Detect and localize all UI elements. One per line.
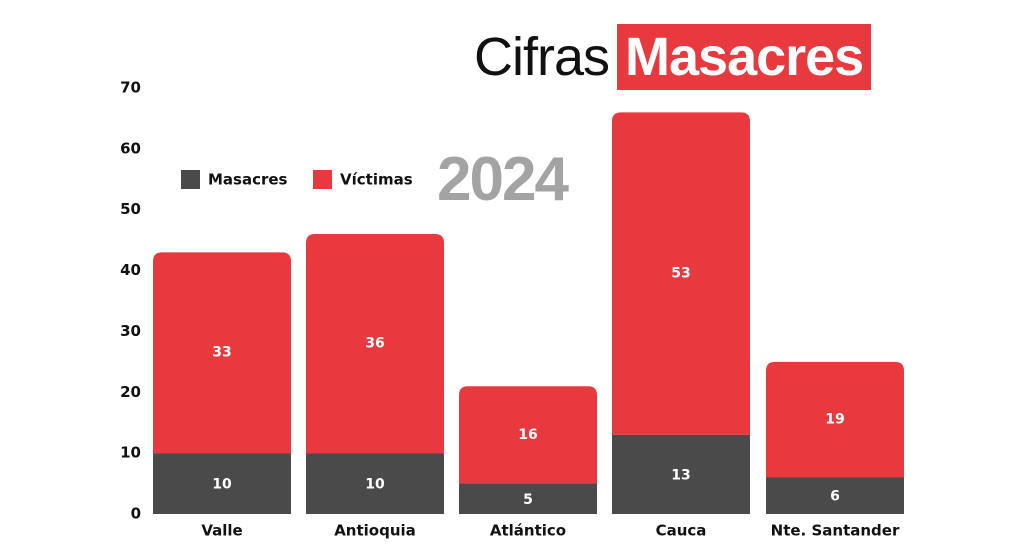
bar-masacres — [306, 453, 444, 514]
data-label-masacres: 10 — [212, 477, 232, 493]
bar-victimas — [612, 112, 750, 435]
chart-subtitle-year: 2024 — [437, 145, 569, 214]
bar-masacres — [612, 434, 750, 514]
x-category-label: Valle — [201, 522, 242, 540]
x-category-label: Cauca — [656, 522, 707, 540]
y-tick-label: 60 — [120, 139, 141, 157]
bar-masacres — [459, 483, 597, 514]
title-highlight-text: Masacres — [625, 27, 864, 87]
title-highlight-box: Masacres — [617, 24, 872, 90]
y-tick-label: 10 — [120, 444, 141, 462]
data-label-masacres: 13 — [671, 467, 690, 483]
chart-title: Cifras Masacres — [474, 24, 872, 90]
y-tick-label: 70 — [120, 79, 141, 97]
legend-label-victimas: Víctimas — [340, 171, 413, 189]
y-tick-label: 50 — [120, 200, 141, 218]
y-tick-label: 30 — [120, 322, 141, 340]
data-label-masacres: 6 — [830, 489, 840, 505]
data-label-victimas: 19 — [825, 412, 844, 428]
y-tick-label: 20 — [120, 383, 141, 401]
data-label-victimas: 33 — [212, 345, 231, 361]
bar-masacres — [153, 453, 291, 514]
y-tick-label: 0 — [131, 505, 141, 523]
legend-swatch-victimas — [313, 170, 332, 189]
x-category-label: Atlántico — [490, 522, 566, 540]
bar-victimas — [766, 361, 904, 478]
title-light-text: Cifras — [474, 27, 610, 87]
bar-victimas — [153, 252, 291, 454]
y-tick-label: 40 — [120, 261, 141, 279]
x-category-label: Nte. Santander — [771, 522, 900, 540]
legend-swatch-masacres — [181, 170, 200, 189]
data-label-victimas: 36 — [365, 336, 384, 352]
data-label-victimas: 16 — [518, 427, 537, 443]
bar-victimas — [306, 234, 444, 454]
bar-masacres — [766, 477, 904, 514]
legend-label-masacres: Masacres — [208, 171, 288, 189]
data-label-masacres: 5 — [523, 492, 533, 508]
bar-victimas — [459, 386, 597, 484]
data-label-masacres: 10 — [365, 477, 385, 493]
x-category-label: Antioquia — [334, 522, 416, 540]
data-label-victimas: 53 — [671, 266, 690, 282]
